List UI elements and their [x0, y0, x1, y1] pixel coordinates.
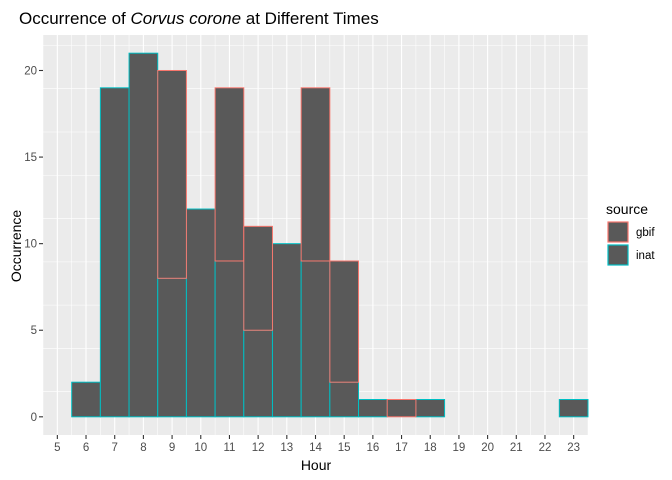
x-tick-label: 11: [223, 442, 235, 454]
axes-layer: 0 5 10 15 20 5 6 7 8 9 10 11 12 13 14 15 16 17 18 19 20 21 22 2…: [24, 65, 580, 454]
y-tick-label: 0: [31, 412, 37, 424]
x-tick-label: 22: [539, 442, 552, 454]
bar-gbif: [157, 69, 187, 279]
x-tick-label: 16: [366, 442, 379, 454]
bar-inat: [415, 399, 446, 418]
y-tick-label: 20: [24, 65, 37, 77]
bar-inat: [300, 260, 331, 418]
legend: source gbif inat: [606, 201, 655, 266]
x-tick-label: 14: [309, 442, 322, 454]
x-axis-title: Hour: [301, 457, 332, 473]
bar-gbif: [214, 87, 245, 262]
x-tick-label: 10: [194, 442, 207, 454]
y-tick-label: 5: [31, 325, 37, 337]
x-tick-label: 15: [338, 442, 351, 454]
bar-inat: [157, 277, 187, 418]
x-tick-label: 20: [481, 442, 494, 454]
y-tick-label: 15: [24, 152, 37, 164]
x-tick-label: 8: [140, 442, 146, 454]
legend-title: source: [606, 201, 648, 217]
x-tick-label: 17: [395, 442, 408, 454]
bar-gbif: [300, 87, 331, 262]
x-tick-label: 21: [510, 442, 523, 454]
x-tick-label: 23: [567, 442, 580, 454]
bar-inat: [271, 243, 302, 418]
legend-label-gbif: gbif: [636, 227, 655, 239]
bar-inat: [71, 381, 101, 418]
bar-gbif: [386, 399, 417, 418]
x-tick-label: 9: [169, 442, 175, 454]
bar-inat: [214, 260, 245, 418]
bar-inat: [243, 329, 273, 418]
x-tick-label: 13: [280, 442, 293, 454]
legend-label-inat: inat: [636, 250, 655, 262]
x-tick-label: 12: [252, 442, 265, 454]
bar-inat: [358, 399, 388, 418]
bar-gbif: [243, 225, 273, 331]
bar-inat: [185, 208, 216, 418]
x-tick-label: 19: [453, 442, 466, 454]
bar-inat: [128, 52, 159, 418]
x-tick-label: 6: [83, 442, 89, 454]
y-axis-title: Occurrence: [8, 210, 24, 283]
x-tick-label: 18: [424, 442, 437, 454]
legend-key-gbif: [607, 221, 629, 243]
bars-layer: [71, 52, 589, 418]
x-tick-label: 5: [54, 442, 60, 454]
bar-inat: [99, 87, 130, 418]
chart-title: Occurrence of Corvus corone at Different…: [19, 9, 379, 28]
bar-inat: [329, 381, 360, 418]
bar-inat: [558, 399, 589, 418]
x-tick-label: 7: [112, 442, 118, 454]
y-tick-label: 10: [24, 239, 37, 251]
legend-key-inat: [607, 244, 629, 266]
bar-gbif: [329, 260, 360, 383]
